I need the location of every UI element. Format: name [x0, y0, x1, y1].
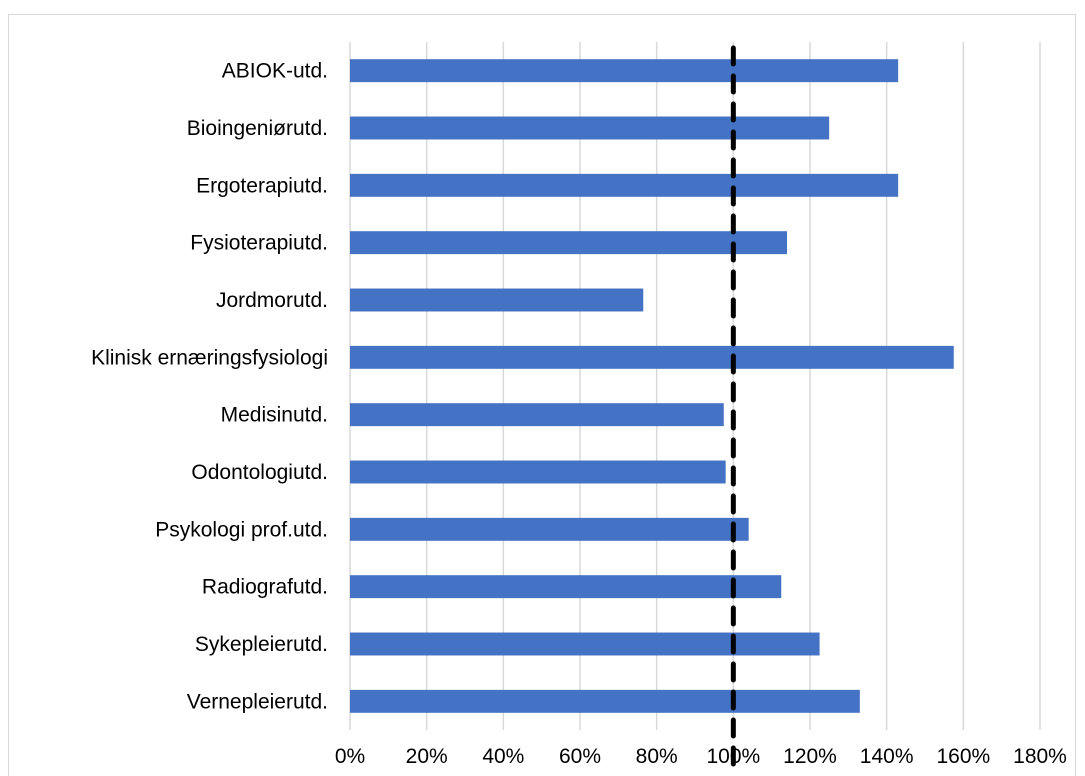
- x-tick-label: 100%: [706, 745, 760, 768]
- category-label: Jordmorutd.: [216, 289, 328, 312]
- category-label: Radiografutd.: [202, 576, 328, 599]
- category-label: Medisinutd.: [221, 404, 328, 427]
- category-label: Klinisk ernæringsfysiologi: [91, 346, 328, 369]
- bar: [350, 231, 787, 255]
- bar: [350, 689, 860, 713]
- x-tick-label: 80%: [636, 745, 678, 768]
- category-label: Vernepleierutd.: [187, 690, 328, 713]
- category-label: Fysioterapiutd.: [190, 232, 328, 255]
- category-label: Odontologiutd.: [191, 461, 328, 484]
- category-label: Bioingeniørutd.: [187, 117, 328, 140]
- category-label: Ergoterapiutd.: [196, 174, 328, 197]
- bar: [350, 460, 726, 484]
- x-tick-label: 160%: [936, 745, 990, 768]
- x-tick-label: 180%: [1013, 745, 1067, 768]
- gridlines: [349, 42, 1041, 730]
- x-tick-label: 60%: [559, 745, 601, 768]
- x-tick-label: 20%: [406, 745, 448, 768]
- category-label: Psykologi prof.utd.: [155, 518, 328, 541]
- bar: [350, 173, 899, 197]
- bar: [350, 116, 830, 140]
- x-tick-label: 140%: [860, 745, 914, 768]
- bar: [350, 575, 782, 599]
- bars: [350, 59, 954, 713]
- bar: [350, 403, 724, 427]
- x-tick-label: 0%: [335, 745, 365, 768]
- x-tick-label: 120%: [783, 745, 837, 768]
- bar: [350, 59, 899, 83]
- bar: [350, 288, 644, 312]
- x-tick-label: 40%: [482, 745, 524, 768]
- category-label: Sykepleierutd.: [195, 633, 328, 656]
- bar: [350, 632, 820, 656]
- bar: [350, 517, 749, 541]
- bar: [350, 345, 954, 369]
- category-label: ABIOK-utd.: [222, 60, 328, 83]
- category-labels: ABIOK-utd. Bioingeniørutd. Ergoterapiutd. F…: [91, 60, 328, 714]
- x-tick-labels: 0% 20% 40% 60% 80% 100% 120% 140% 160% 180%: [335, 745, 1067, 768]
